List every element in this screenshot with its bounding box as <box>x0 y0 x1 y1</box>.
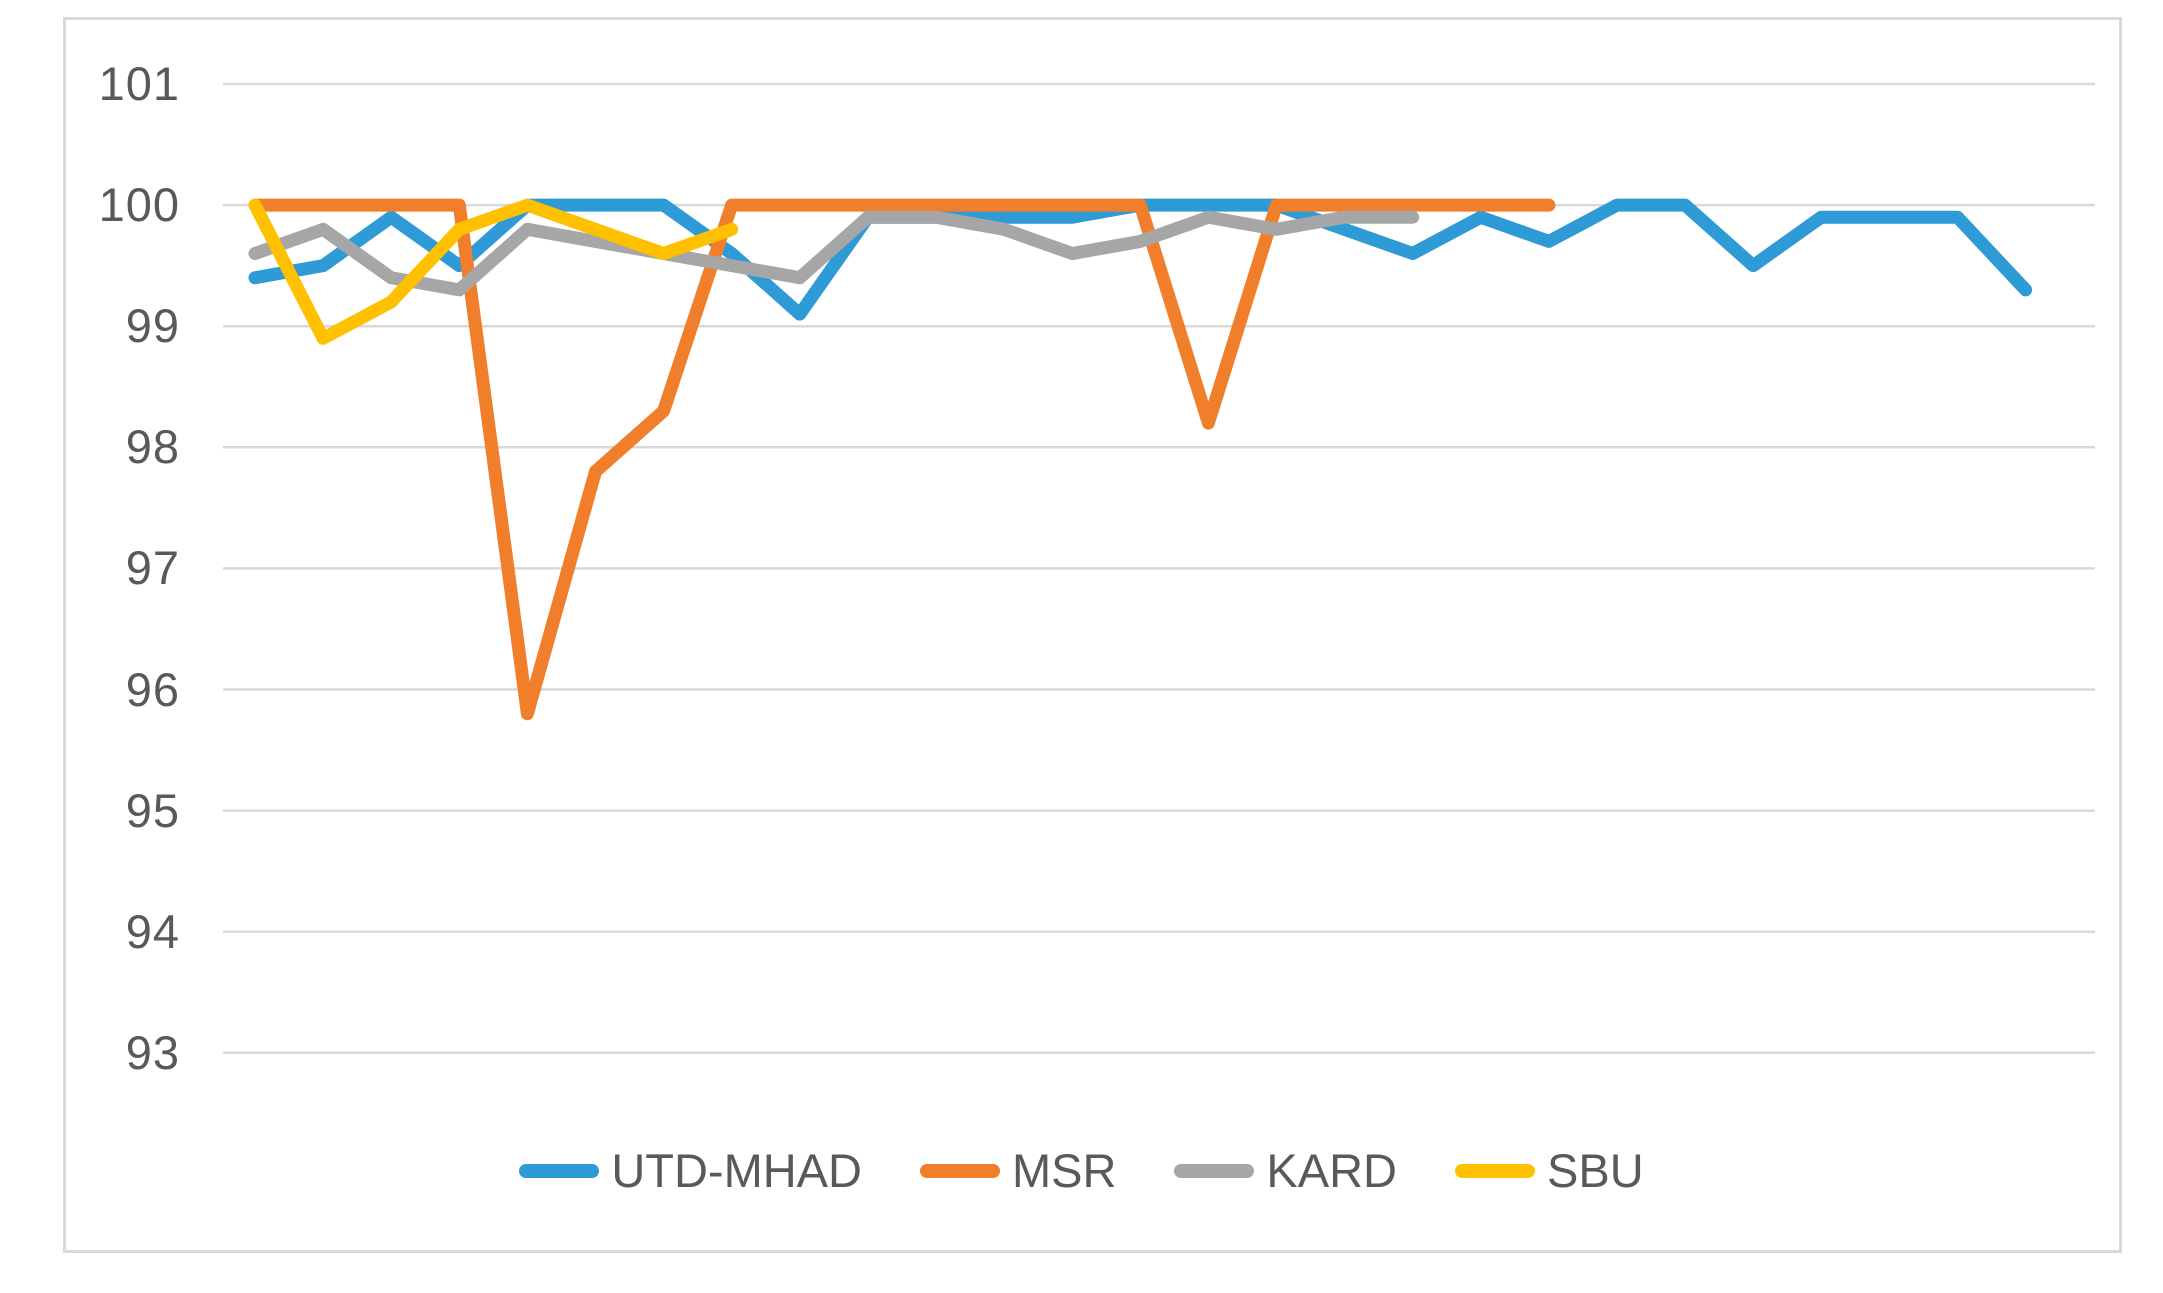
legend-label: SBU <box>1547 1144 1644 1197</box>
legend-item-utd-mhad[interactable]: UTD-MHAD <box>519 1143 862 1198</box>
legend-line-marker-icon <box>1455 1163 1536 1178</box>
legend-item-msr[interactable]: MSR <box>919 1143 1117 1198</box>
y-tick-label-101: 101 <box>98 57 180 110</box>
y-tick-label-96: 96 <box>125 662 180 716</box>
legend-item-kard[interactable]: KARD <box>1174 1143 1397 1198</box>
y-tick-label-99: 99 <box>125 299 180 353</box>
legend-item-sbu[interactable]: SBU <box>1455 1143 1644 1198</box>
y-tick-label-93: 93 <box>125 1025 180 1079</box>
legend-line-marker-icon <box>1174 1163 1255 1178</box>
y-tick-label-97: 97 <box>125 541 180 595</box>
y-tick-label-100: 100 <box>98 178 180 232</box>
series-line-sbu <box>248 198 739 345</box>
legend-line-marker-icon <box>519 1163 600 1178</box>
chart-legend: UTD-MHAD MSR KARD SBU <box>0 1143 2163 1198</box>
y-tick-label-98: 98 <box>125 420 180 474</box>
legend-label: KARD <box>1266 1144 1398 1197</box>
y-tick-label-94: 94 <box>125 904 180 958</box>
legend-label: MSR <box>1011 1144 1117 1197</box>
legend-line-marker-icon <box>919 1163 1000 1178</box>
series-line-msr <box>248 198 1556 721</box>
series-line-kard <box>248 210 1420 297</box>
legend-label: UTD-MHAD <box>611 1144 862 1197</box>
y-tick-label-95: 95 <box>125 783 180 837</box>
